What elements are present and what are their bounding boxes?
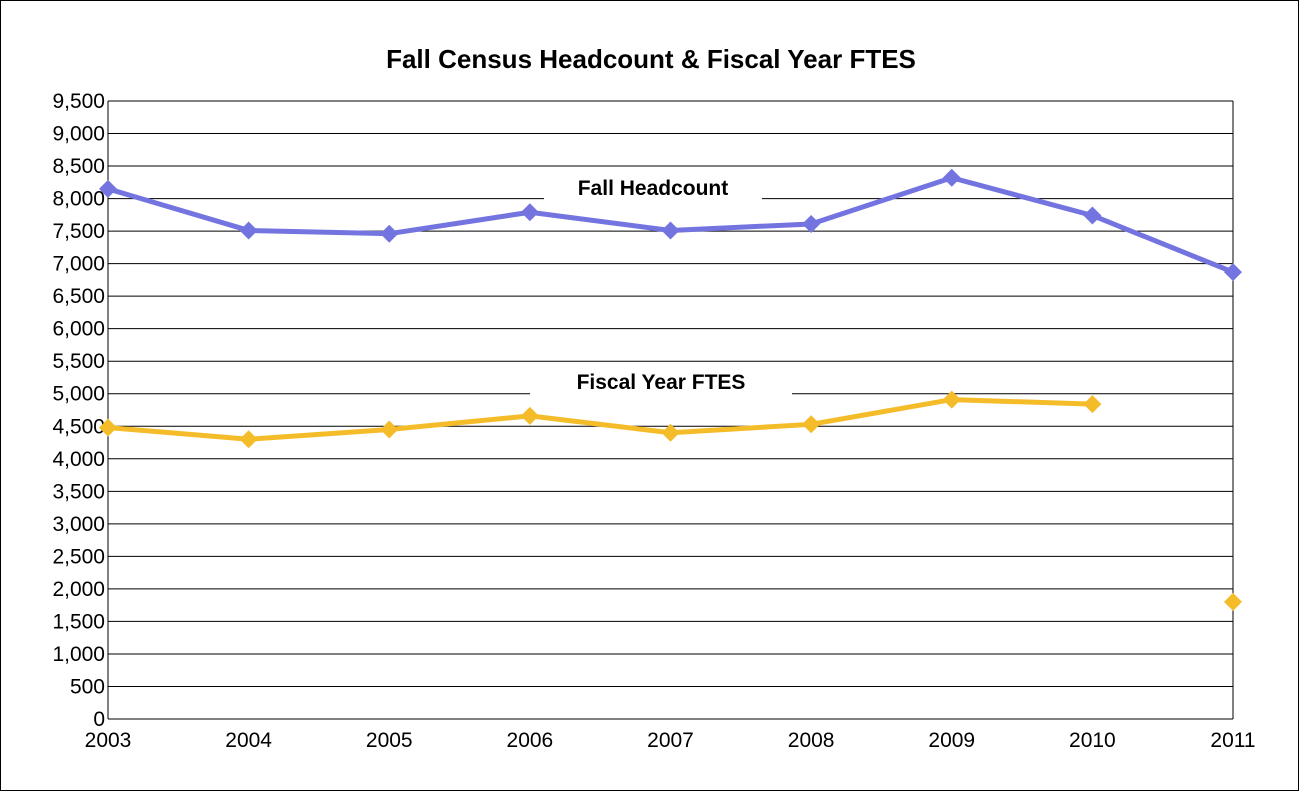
x-tick-label: 2008 [788,729,835,752]
x-tick-label: 2004 [225,729,272,752]
y-tick-label: 2,000 [52,578,105,601]
data-point-marker [661,221,680,240]
y-tick-label: 7,000 [52,253,105,276]
y-tick-label: 2,500 [52,545,105,568]
x-tick-label: 2007 [647,729,694,752]
x-tick-label: 2003 [85,729,132,752]
series-line [107,397,1093,442]
gridlines [107,100,1234,720]
y-tick-label: 4,000 [52,448,105,471]
data-point-marker [1083,206,1102,225]
data-point-marker [661,423,680,442]
y-tick-label: 0 [93,708,105,731]
data-point-marker [520,203,539,222]
data-point-marker [942,390,961,409]
series-lines [99,168,1242,611]
y-tick-label: 6,000 [52,318,105,341]
y-tick-label: 6,500 [52,285,105,308]
data-point-marker [99,418,117,437]
data-point-marker [380,420,399,439]
y-tick-label: 8,000 [52,188,105,211]
data-point-marker [380,224,399,243]
series-labels: Fall Headcount Fiscal Year FTES [530,173,792,399]
series-label-background [530,367,792,399]
y-tick-label: 1,500 [52,610,105,633]
data-point-marker [1224,263,1242,282]
data-point-marker [802,214,821,233]
y-tick-label: 7,500 [52,220,105,243]
data-point-marker [1083,395,1102,414]
x-axis-ticks: 2003 2004 2005 2006 2007 2008 2009 2010 2011 [85,729,1256,752]
y-tick-label: 3,500 [52,480,105,503]
series-label-background [544,173,762,205]
data-point-marker [1224,592,1242,611]
data-point-marker [99,179,117,198]
y-tick-label: 9,000 [52,123,105,146]
y-tick-label: 8,500 [52,155,105,178]
x-tick-label: 2009 [928,729,975,752]
x-tick-label: 2010 [1069,729,1116,752]
y-tick-label: 1,000 [52,643,105,666]
series-label: Fiscal Year FTES [577,371,746,394]
data-point-marker [239,430,258,449]
y-tick-label: 9,500 [52,90,105,113]
y-tick-label: 4,500 [52,415,105,438]
y-tick-label: 5,000 [52,383,105,406]
x-tick-label: 2005 [366,729,413,752]
x-tick-label: 2006 [507,729,554,752]
data-point-marker [239,221,258,240]
y-tick-label: 3,000 [52,513,105,536]
y-tick-label: 5,500 [52,350,105,373]
data-point-marker [942,168,961,187]
chart-title: Fall Census Headcount & Fiscal Year FTES [386,44,916,74]
series-label: Fall Headcount [578,177,729,200]
y-tick-label: 500 [70,675,105,698]
y-axis-ticks: 0 500 1,000 1,500 2,000 2,500 3,000 3,500 4,000 4… [52,90,105,731]
x-tick-label: 2011 [1210,729,1255,752]
data-point-marker [802,415,821,434]
data-point-marker [520,406,539,425]
